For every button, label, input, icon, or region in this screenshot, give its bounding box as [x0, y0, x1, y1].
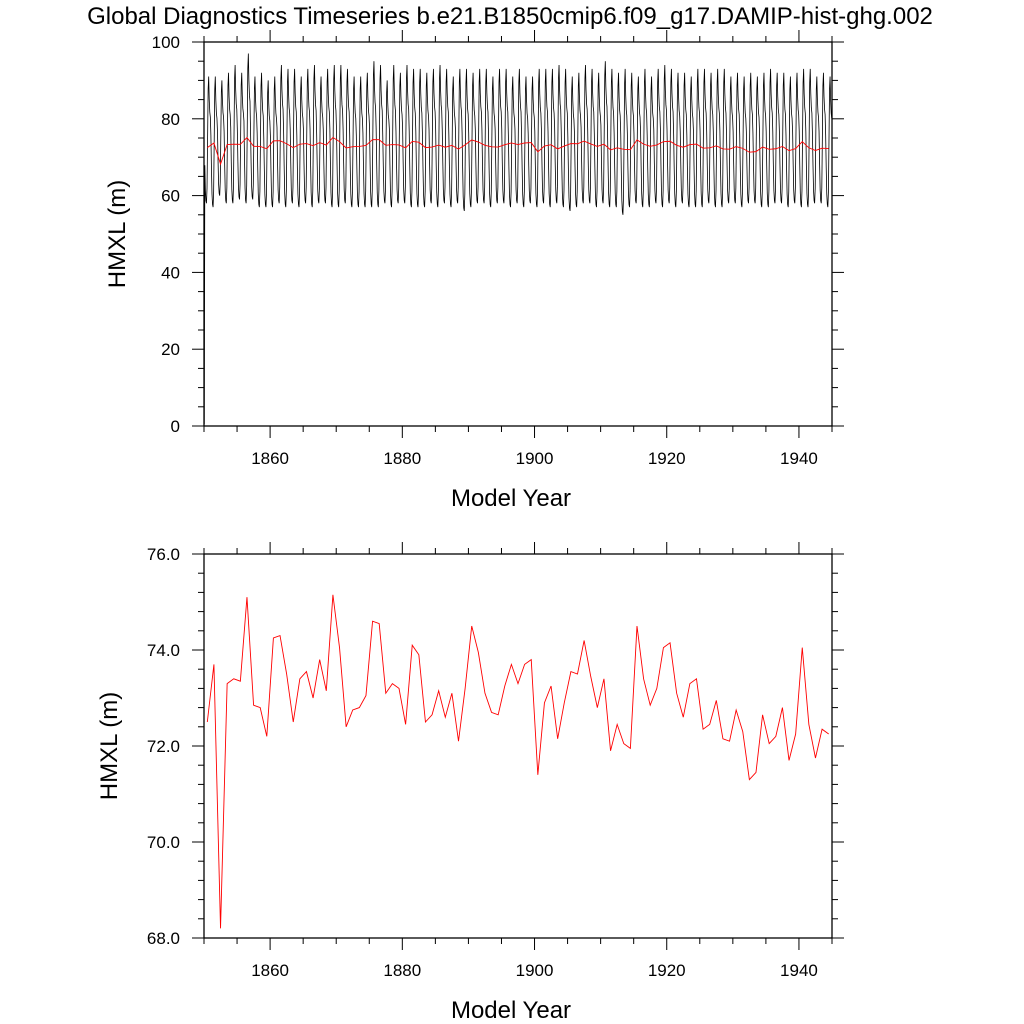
- y-tick-label: 74.0: [147, 641, 180, 660]
- bottom-x-axis-label: Model Year: [451, 997, 571, 1024]
- monthly-series-line: [203, 53, 833, 425]
- top-y-axis-label: HMXL (m): [104, 180, 131, 288]
- bottom-panel: 1860 1880 1900 1920 1940 68.0 70.0 72.0 74.0 76.0…: [96, 542, 844, 1024]
- y-tick-label: 40: [161, 263, 180, 282]
- y-tick-label: 60: [161, 187, 180, 206]
- top-panel-frame: [203, 41, 833, 427]
- y-tick-label: 76.0: [147, 545, 180, 564]
- chart-title: Global Diagnostics Timeseries b.e21.B185…: [87, 3, 933, 30]
- x-tick-label: 1940: [780, 961, 818, 980]
- x-tick-label: 1860: [251, 449, 289, 468]
- y-tick-label: 70.0: [147, 833, 180, 852]
- y-tick-label: 68.0: [147, 929, 180, 948]
- y-tick-label: 20: [161, 340, 180, 359]
- top-panel-ticks: [192, 30, 844, 438]
- y-tick-label: 80: [161, 110, 180, 129]
- top-panel-tick-labels: 1860 1880 1900 1920 1940 0 20 40 60 80 100: [152, 33, 818, 468]
- x-tick-label: 1920: [648, 961, 686, 980]
- x-tick-label: 1880: [383, 961, 421, 980]
- x-tick-label: 1940: [780, 449, 818, 468]
- bottom-panel-frame: [203, 553, 833, 939]
- top-panel: 1860 1880 1900 1920 1940 0 20 40 60 80 100 HMXL (m…: [104, 30, 844, 512]
- y-tick-label: 72.0: [147, 737, 180, 756]
- y-tick-label: 100: [152, 33, 180, 52]
- annual-series-line-zoom: [206, 594, 829, 929]
- bottom-panel-tick-labels: 1860 1880 1900 1920 1940 68.0 70.0 72.0 74.0 76.0: [147, 545, 818, 980]
- x-tick-label: 1920: [648, 449, 686, 468]
- x-tick-label: 1900: [516, 961, 554, 980]
- x-tick-label: 1900: [516, 449, 554, 468]
- y-tick-label: 0: [171, 417, 180, 436]
- annual-series-line: [207, 136, 829, 166]
- top-x-axis-label: Model Year: [451, 485, 571, 512]
- x-tick-label: 1860: [251, 961, 289, 980]
- x-tick-label: 1880: [383, 449, 421, 468]
- bottom-y-axis-label: HMXL (m): [96, 692, 123, 800]
- bottom-panel-ticks: [192, 542, 844, 950]
